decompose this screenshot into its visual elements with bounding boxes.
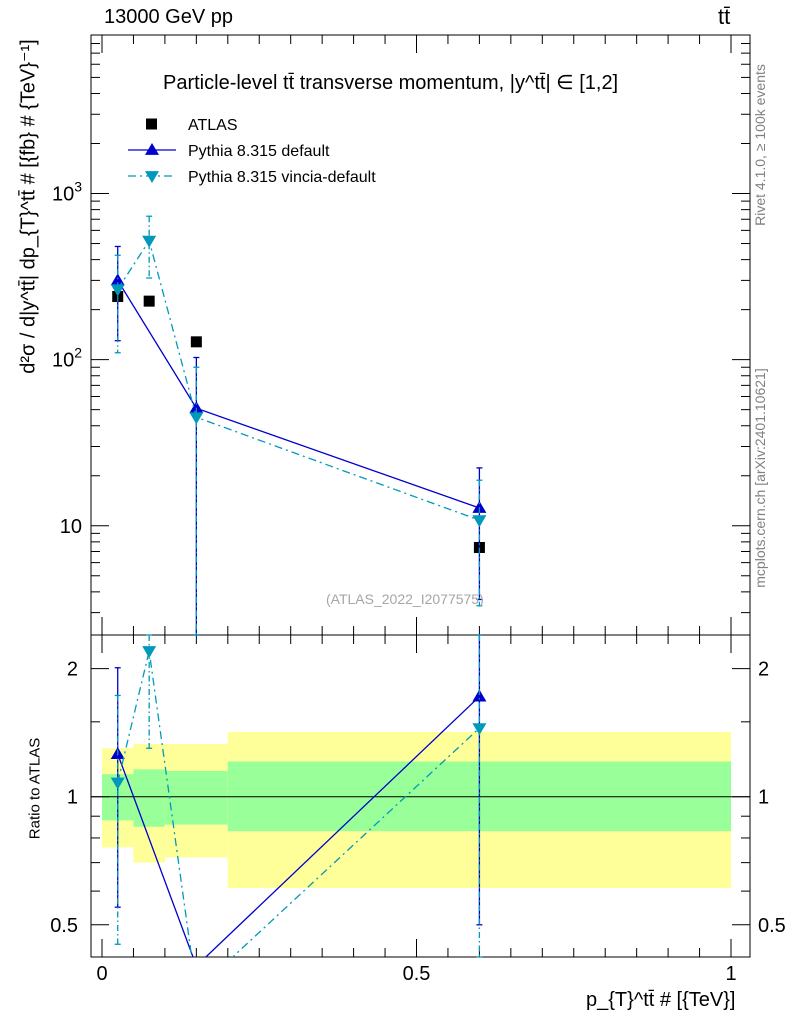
- rivet-version-label: Rivet 4.1.0, ≥ 100k events: [752, 64, 768, 226]
- ratio-series-layer: [110, 634, 487, 958]
- main-marker-2: [189, 412, 204, 425]
- main-y-tick-label: 103: [52, 179, 82, 206]
- legend-label-2: Pythia 8.315 vincia-default: [188, 169, 376, 186]
- legend: ATLAS Pythia 8.315 default Pythia 8.315 vi…: [128, 117, 376, 186]
- main-marker-1: [110, 273, 125, 286]
- legend-marker-atlas: [146, 118, 157, 130]
- main-marker-atlas: [190, 336, 202, 348]
- main-series-layer: [110, 215, 487, 636]
- ratio-marker-0: [472, 689, 487, 702]
- legend-marker-2: [145, 171, 159, 183]
- ratio-uncertainty-bands: [91, 731, 750, 889]
- ratio-y-tick-label-right: 2: [758, 659, 769, 681]
- ratio-marker-1: [142, 646, 157, 659]
- ratio-panel-frame: [90, 634, 751, 958]
- ratio-y-tick-label-left: 0.5: [50, 915, 78, 937]
- main-marker-2: [142, 235, 157, 248]
- ratio-y-tick-label-left: 1: [67, 787, 78, 809]
- ratio-y-tick-label-right: 0.5: [758, 915, 786, 937]
- legend-marker-1: [145, 143, 159, 155]
- header-process-label: tt̄: [718, 4, 731, 29]
- plot-title-text: Particle-level tt̄ transverse momentum, …: [163, 72, 619, 94]
- main-marker-1: [472, 500, 487, 513]
- ratio-band-green-1: [133, 769, 165, 827]
- analysis-watermark: (ATLAS_2022_I2077575): [326, 591, 484, 607]
- ratio-series-line-1: [117, 650, 480, 957]
- axis-ticks: 10 102 103 0 0.5 1 0.5 0.5 1 1 2 2: [50, 34, 786, 985]
- ratio-series-line-0: [117, 696, 480, 957]
- main-series-line-2: [117, 239, 480, 521]
- main-y-tick-label: 102: [52, 345, 82, 372]
- ratio-y-tick-label-left: 2: [67, 659, 78, 681]
- main-y-tick-label: 10: [60, 516, 82, 538]
- ratio-x-tick-label: 0: [96, 963, 107, 985]
- ratio-marker-1: [110, 777, 125, 790]
- main-marker-2: [110, 284, 125, 297]
- x-axis-label: p_{T}^tt̄ # [{TeV}]: [586, 989, 736, 1011]
- ratio-y-tick-label-right: 1: [758, 787, 769, 809]
- main-marker-2: [472, 515, 487, 528]
- main-series-line-1: [117, 280, 480, 509]
- ratio-band-green-2: [164, 770, 228, 825]
- ratio-marker-1: [472, 723, 487, 736]
- header-energy-label: 13000 GeV pp: [104, 6, 233, 28]
- main-y-axis-label: d²σ / d|y^tt̄| dp_{T}^tt̄ # [{fb} # {TeV…: [17, 39, 40, 374]
- plot-title: Particle-level tt̄ transverse momentum, …: [163, 70, 618, 95]
- legend-label-0: ATLAS: [188, 117, 238, 134]
- ratio-y-axis-label: Ratio to ATLAS: [26, 737, 44, 840]
- main-marker-1: [189, 401, 204, 414]
- ratio-x-tick-label: 1: [725, 963, 736, 985]
- ratio-x-tick-label: 0.5: [403, 963, 431, 985]
- legend-label-1: Pythia 8.315 default: [188, 143, 330, 160]
- mcplots-label: mcplots.cern.ch [arXiv:2401.10621]: [752, 368, 768, 588]
- main-marker-atlas: [143, 295, 155, 307]
